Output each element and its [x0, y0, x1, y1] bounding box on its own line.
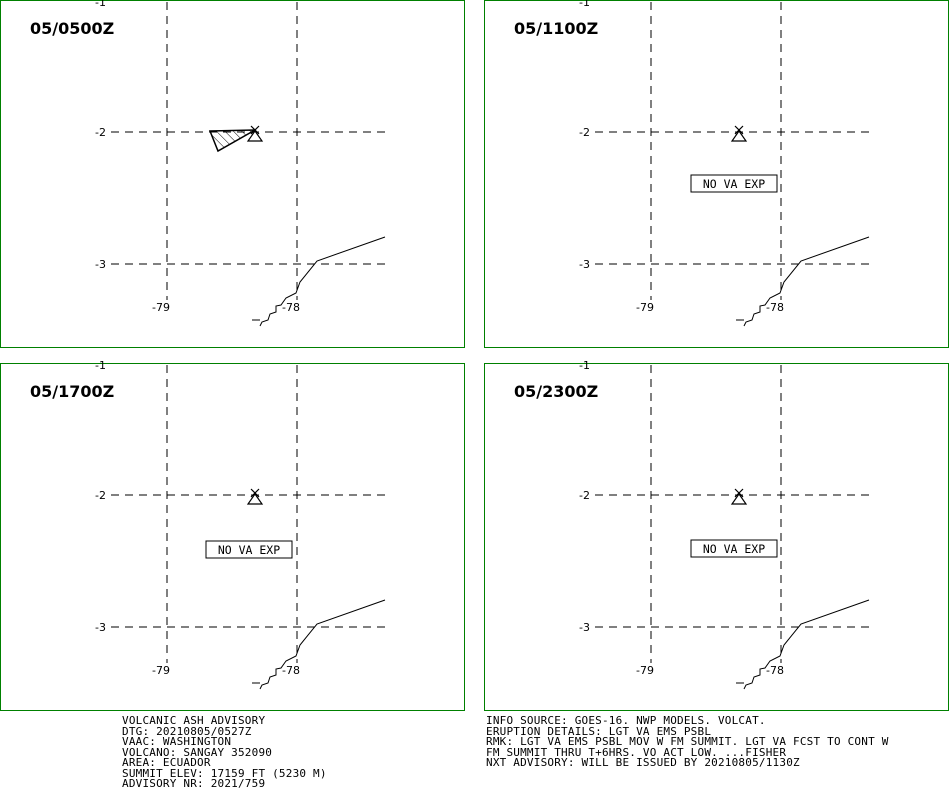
longitude-label: -79: [152, 664, 170, 677]
longitude-label: -79: [152, 301, 170, 314]
volcano-icon: [246, 125, 264, 142]
details-line: FM SUMMIT THRU T+6HRS. VO ACT LOW. ...FI…: [486, 745, 787, 759]
longitude-label: -79: [636, 664, 654, 677]
ash-cloud-polygon: [208, 129, 256, 153]
latitude-label: -3: [95, 258, 106, 271]
latitude-label: -3: [579, 258, 590, 271]
advisory-line: ADVISORY NR: 2021/759: [122, 777, 266, 790]
details-line: INFO SOURCE: GOES-16. NWP MODELS. VOLCAT…: [486, 714, 766, 727]
advisory-line: SUMMIT ELEV: 17159 FT (5230 M): [122, 766, 327, 780]
latitude-label: -1: [579, 0, 590, 9]
latitude-label: -1: [95, 0, 106, 9]
longitude-label: -79: [636, 301, 654, 314]
coastline: [259, 236, 386, 327]
advisory-header: VOLCANIC ASH ADVISORY DTG: 20210805/0527Z…: [122, 714, 327, 790]
time-label: 05/1100Z: [514, 19, 598, 38]
latitude-label: -3: [579, 621, 590, 634]
svg-text:NO VA EXP: NO VA EXP: [703, 542, 765, 556]
coastline: [743, 599, 870, 690]
volcano-icon: [730, 125, 748, 142]
panel-frame: [484, 0, 949, 348]
svg-text:NO VA EXP: NO VA EXP: [703, 177, 765, 191]
panel-frame: [484, 363, 949, 711]
latitude-label: -2: [579, 489, 590, 502]
forecast-panels: -1 -2 -3 -79 -78 05/0500Z -1 -2 -3 -79 -78 05/1100Z…: [0, 0, 949, 711]
panel-frame: [0, 0, 465, 348]
latitude-label: -2: [579, 126, 590, 139]
advisory-details: INFO SOURCE: GOES-16. NWP MODELS. VOLCAT…: [486, 714, 889, 769]
panel-frame: [0, 363, 465, 711]
time-label: 05/0500Z: [30, 19, 114, 38]
time-label: 05/2300Z: [514, 382, 598, 401]
no-va-exp-label: NO VA EXP: [690, 174, 778, 193]
no-va-exp-label: NO VA EXP: [690, 539, 778, 558]
longitude-label: -78: [282, 301, 300, 314]
latitude-label: -2: [95, 126, 106, 139]
advisory-line: VAAC: WASHINGTON: [122, 735, 232, 748]
time-label: 05/1700Z: [30, 382, 114, 401]
longitude-label: -78: [282, 664, 300, 677]
latitude-label: -1: [579, 359, 590, 372]
latitude-label: -2: [95, 489, 106, 502]
advisory-line: DTG: 20210805/0527Z: [122, 724, 252, 738]
coastline: [259, 599, 386, 690]
coastline: [743, 236, 870, 327]
advisory-line: AREA: ECUADOR: [122, 756, 211, 769]
forecast-panel: -1 -2 -3 -79 -78 05/1700Z NO VA EXP: [0, 359, 465, 711]
advisory-line: VOLCANIC ASH ADVISORY: [122, 714, 266, 727]
longitude-label: -78: [766, 664, 784, 677]
details-line: RMK: LGT VA EMS PSBL MOV W FM SUMMIT. LG…: [486, 735, 889, 748]
forecast-panel: -1 -2 -3 -79 -78 05/1100Z NO VA EXP: [484, 0, 949, 348]
forecast-panel: -1 -2 -3 -79 -78 05/0500Z: [0, 0, 465, 348]
longitude-label: -78: [766, 301, 784, 314]
forecast-panel: -1 -2 -3 -79 -78 05/2300Z NO VA EXP: [484, 359, 949, 711]
latitude-label: -1: [95, 359, 106, 372]
volcano-icon: [730, 488, 748, 505]
svg-text:NO VA EXP: NO VA EXP: [218, 543, 280, 557]
advisory-line: VOLCANO: SANGAY 352090: [122, 745, 273, 759]
latitude-label: -3: [95, 621, 106, 634]
volcano-icon: [246, 488, 264, 505]
details-line: NXT ADVISORY: WILL BE ISSUED BY 20210805…: [486, 756, 800, 769]
details-line: ERUPTION DETAILS: LGT VA EMS PSBL: [486, 724, 712, 738]
no-va-exp-label: NO VA EXP: [205, 540, 293, 559]
